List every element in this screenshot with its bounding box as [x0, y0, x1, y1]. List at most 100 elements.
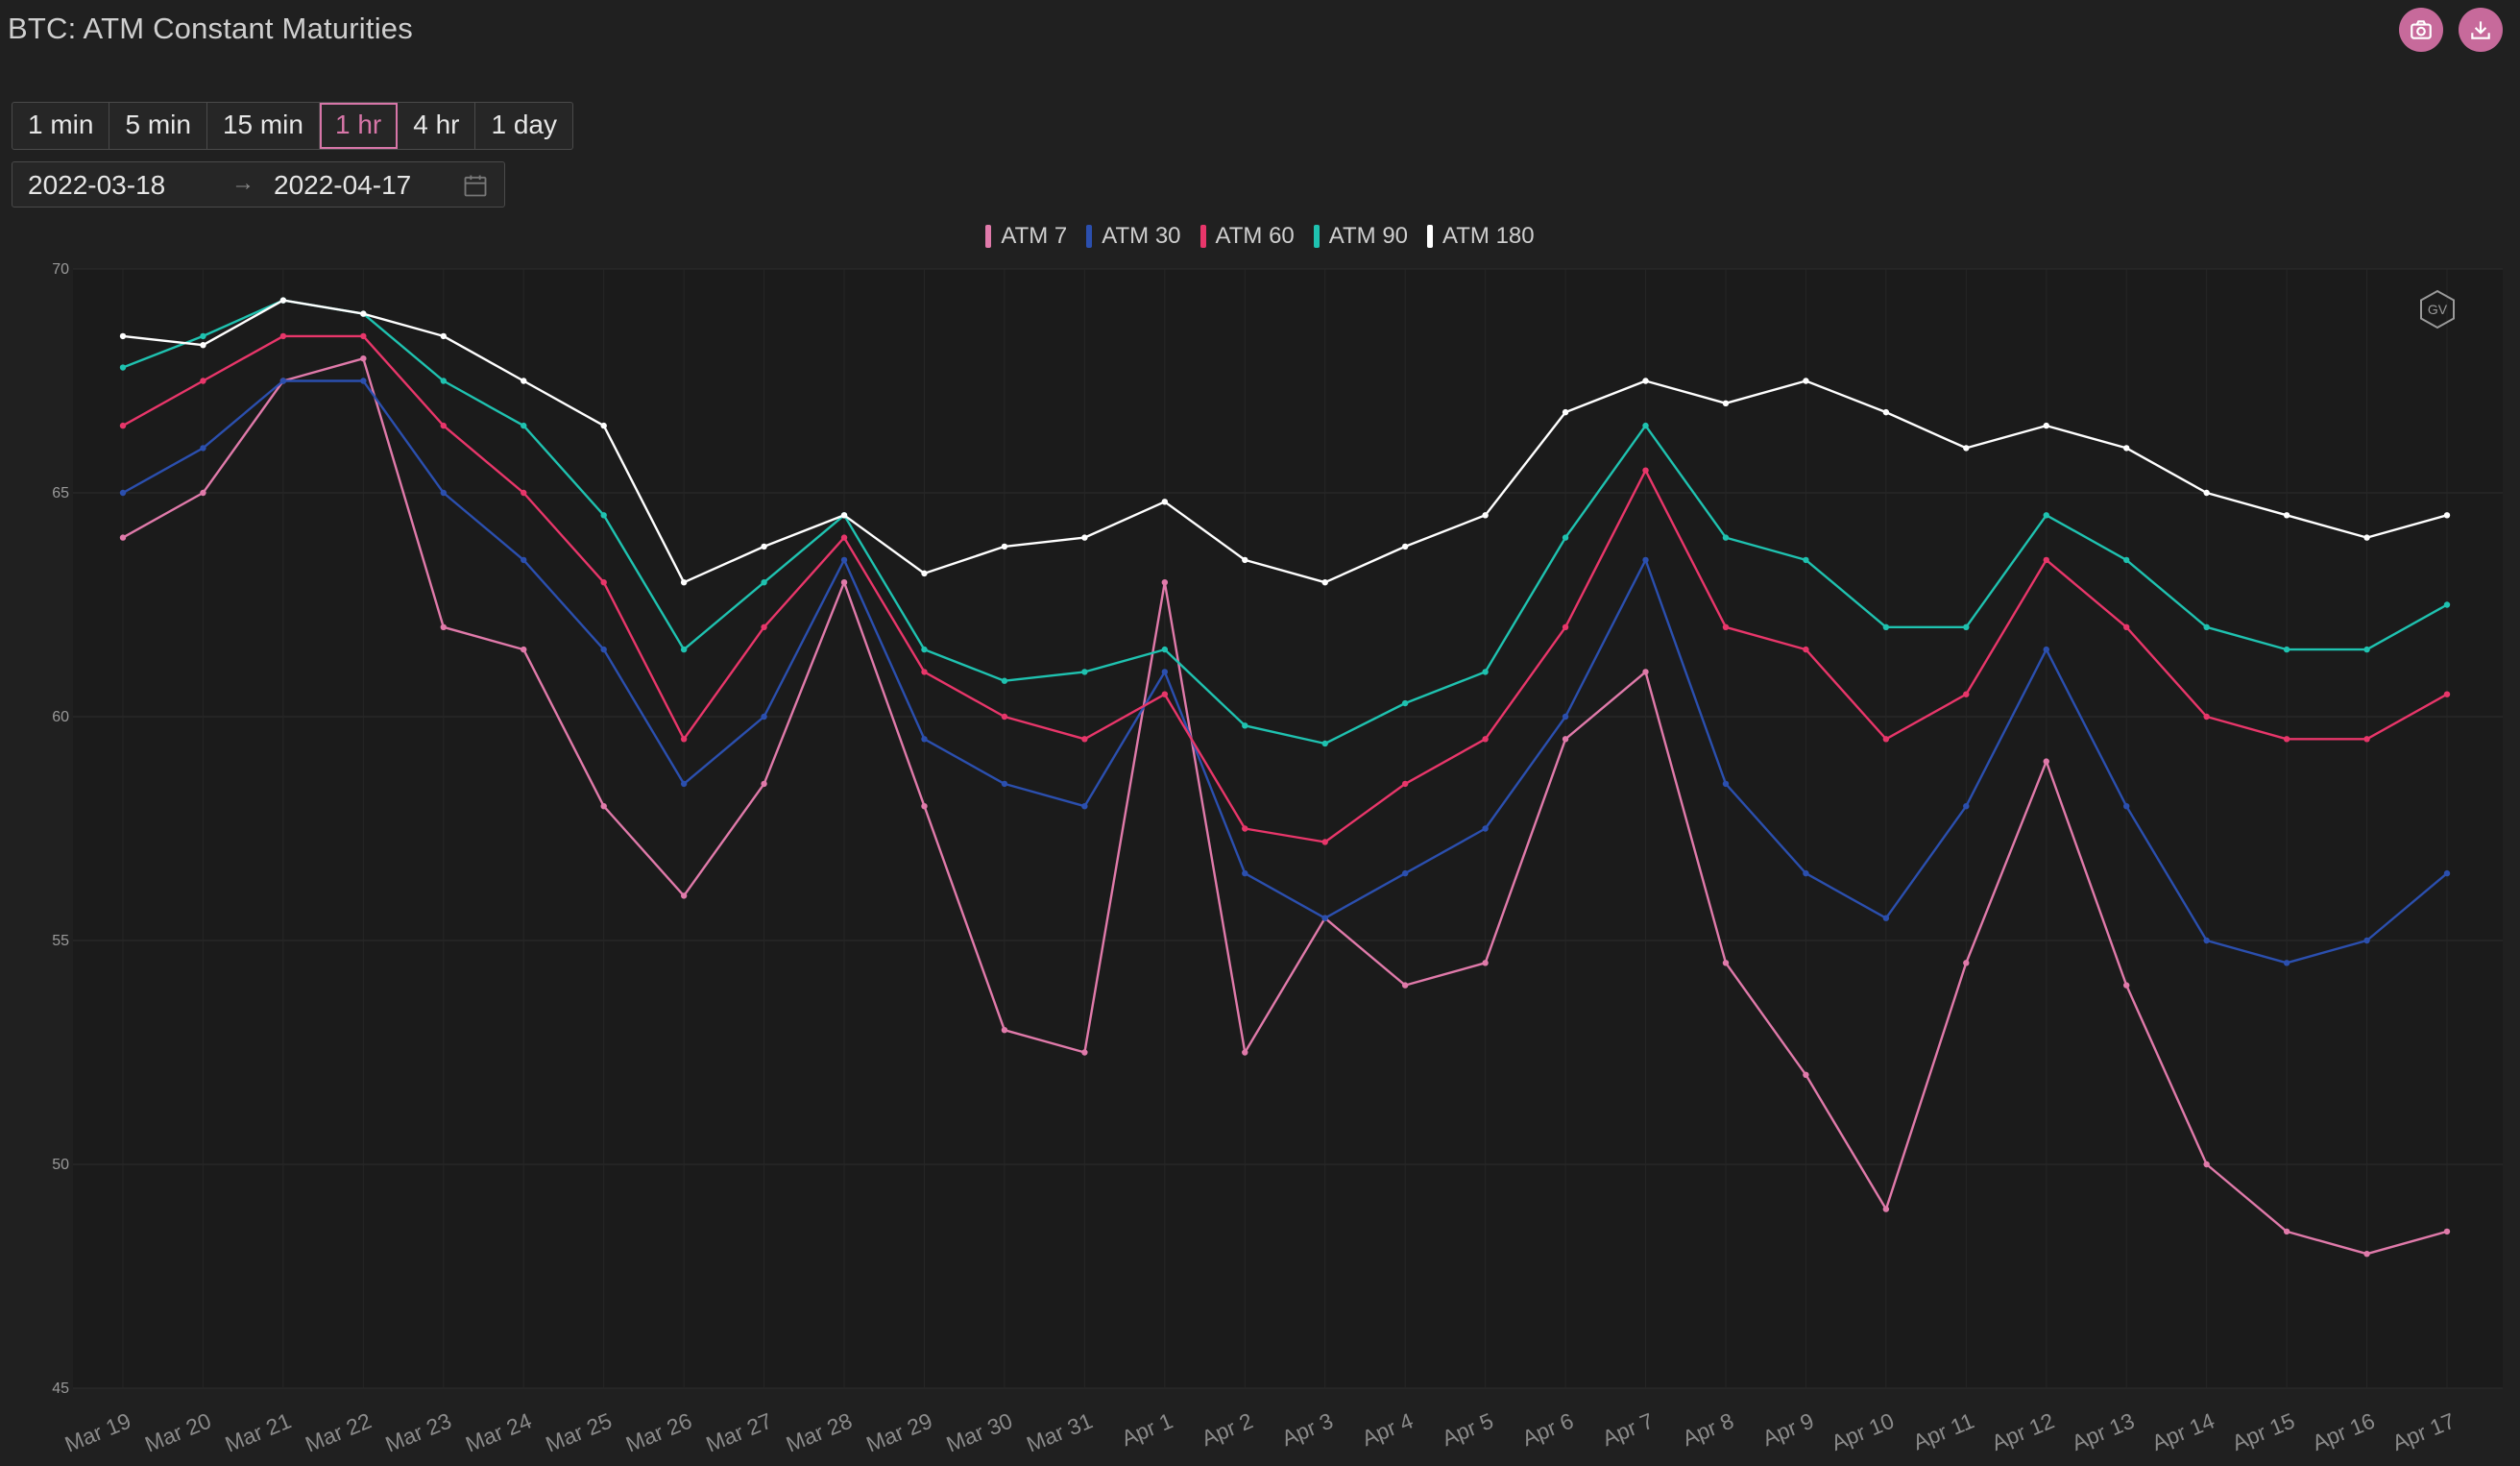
legend-item-atm-90[interactable]: ATM 90 — [1313, 223, 1408, 250]
interval-4-hr[interactable]: 4 hr — [398, 103, 476, 149]
screenshot-button[interactable] — [2399, 8, 2443, 52]
data-point — [921, 669, 928, 675]
data-point — [2043, 512, 2049, 519]
x-tick-label: Mar 19 — [61, 1408, 134, 1457]
chart-legend: ATM 7 ATM 30 ATM 60 ATM 90 ATM 180 — [0, 223, 2520, 250]
calendar-icon[interactable] — [462, 172, 489, 199]
data-point — [2123, 982, 2130, 989]
data-point — [1321, 579, 1328, 586]
data-point — [2283, 736, 2290, 743]
data-point — [119, 489, 127, 497]
data-point — [761, 543, 767, 550]
data-point — [1401, 780, 1409, 788]
data-point — [1161, 499, 1169, 505]
start-date[interactable]: 2022-03-18 — [28, 170, 166, 200]
data-point — [440, 422, 447, 429]
date-range-picker[interactable]: 2022-03-18 → 2022-04-17 — [12, 161, 505, 208]
data-point — [279, 378, 287, 384]
data-point — [1081, 736, 1088, 743]
data-point — [840, 579, 848, 586]
data-point — [1081, 669, 1088, 675]
data-point — [2123, 556, 2130, 564]
x-tick-label: Apr 7 — [1599, 1408, 1658, 1452]
series-line-atm-180 — [122, 299, 2448, 584]
data-point — [840, 534, 848, 541]
data-point — [680, 579, 688, 586]
data-point — [360, 310, 367, 317]
download-button[interactable] — [2459, 8, 2503, 52]
data-point — [1242, 722, 1248, 729]
x-tick-label: Mar 21 — [222, 1408, 295, 1457]
data-point — [1161, 669, 1169, 675]
data-point — [1963, 803, 1970, 810]
svg-text:GV: GV — [2428, 302, 2448, 317]
data-point — [2203, 489, 2210, 497]
interval-1-min[interactable]: 1 min — [12, 103, 110, 149]
data-point — [1882, 736, 1890, 743]
x-tick-label: Mar 28 — [783, 1408, 856, 1457]
data-point — [1882, 623, 1890, 630]
plot-area — [73, 269, 2503, 1388]
interval-1-hr[interactable]: 1 hr — [319, 103, 399, 149]
x-tick-label: Apr 9 — [1759, 1408, 1818, 1452]
legend-label: ATM 30 — [1102, 223, 1181, 249]
data-point — [1401, 543, 1409, 550]
data-point — [2283, 512, 2290, 519]
data-point — [1562, 408, 1569, 416]
data-point — [1001, 1027, 1008, 1034]
interval-5-min[interactable]: 5 min — [109, 103, 207, 149]
x-tick-label: Apr 12 — [1988, 1408, 2058, 1455]
data-point — [2123, 803, 2130, 810]
data-point — [2203, 713, 2210, 721]
interval-15-min[interactable]: 15 min — [207, 103, 320, 149]
x-tick-label: Apr 2 — [1198, 1408, 1256, 1452]
legend-label: ATM 180 — [1442, 223, 1535, 249]
data-point — [2043, 556, 2049, 564]
y-tick-label: 65 — [52, 485, 69, 501]
data-point — [680, 780, 688, 788]
data-point — [360, 378, 367, 384]
data-point — [2443, 691, 2451, 697]
series-line-atm-7 — [122, 357, 2448, 1256]
data-point — [440, 378, 447, 384]
data-point — [1001, 713, 1008, 721]
data-point — [1081, 1049, 1088, 1056]
data-point — [279, 297, 287, 304]
data-point — [2363, 1251, 2370, 1258]
data-point — [1161, 579, 1169, 586]
x-tick-label: Apr 4 — [1358, 1407, 1417, 1451]
data-point — [761, 579, 767, 586]
x-tick-label: Apr 14 — [2148, 1407, 2218, 1455]
data-point — [1321, 839, 1328, 845]
data-point — [1562, 534, 1569, 541]
legend-item-atm-180[interactable]: ATM 180 — [1427, 223, 1535, 250]
data-point — [600, 512, 607, 519]
data-point — [1242, 556, 1248, 564]
data-point — [1081, 803, 1088, 810]
legend-item-atm-7[interactable]: ATM 7 — [985, 223, 1067, 250]
x-tick-label: Apr 17 — [2388, 1408, 2459, 1455]
data-point — [600, 422, 607, 429]
data-point — [521, 646, 527, 653]
data-point — [200, 445, 206, 452]
data-point — [1401, 982, 1409, 989]
data-point — [1803, 1071, 1809, 1079]
x-tick-label: Mar 23 — [382, 1408, 455, 1457]
data-point — [521, 556, 527, 564]
legend-item-atm-30[interactable]: ATM 30 — [1086, 223, 1181, 250]
data-point — [680, 892, 688, 899]
data-point — [2043, 422, 2049, 429]
data-point — [1722, 960, 1730, 966]
end-date[interactable]: 2022-04-17 — [274, 170, 412, 200]
legend-item-atm-60[interactable]: ATM 60 — [1199, 223, 1295, 250]
data-point — [761, 713, 767, 721]
gv-watermark-logo: GV — [2420, 289, 2455, 330]
data-point — [2043, 758, 2049, 765]
data-point — [2203, 623, 2210, 630]
interval-1-day[interactable]: 1 day — [491, 110, 557, 139]
data-point — [1963, 691, 1970, 697]
data-point — [1722, 780, 1730, 788]
data-point — [2283, 1228, 2290, 1235]
data-point — [2283, 960, 2290, 966]
